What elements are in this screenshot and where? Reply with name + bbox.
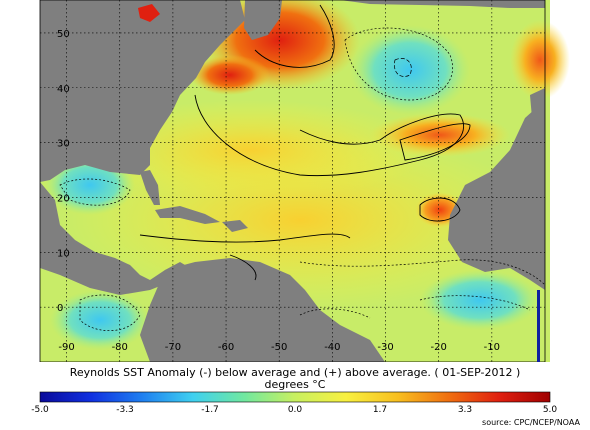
units-label: degrees °C [264, 378, 326, 391]
colorbar [39, 391, 551, 403]
lat-tick-label: 30 [57, 139, 70, 150]
lat-tick-label: 20 [57, 193, 70, 204]
dashed-contours [59, 27, 546, 332]
lon-tick-label: -30 [377, 342, 393, 353]
axis-labels: -90 -80 -70 -60 -50 -40 -30 -20 -10 0 10 20 30 40 50 [57, 29, 500, 353]
newfoundland [244, 0, 282, 40]
colorbar-tick-label: 5.0 [542, 405, 558, 415]
lon-tick-label: -70 [165, 342, 181, 353]
north-america [40, 0, 245, 182]
sst-anomaly-map: -90 -80 -70 -60 -50 -40 -30 -20 -10 0 10 20 30 40 50 [39, 0, 570, 362]
lat-tick-label: 0 [57, 303, 63, 314]
lat-tick-label: 40 [57, 84, 70, 95]
colorbar-tick-label: -5.0 [31, 405, 49, 415]
lon-tick-label: -20 [431, 342, 447, 353]
colorbar-tick-label: 3.3 [457, 405, 473, 415]
south-america [140, 258, 385, 362]
lon-tick-label: -60 [218, 342, 234, 353]
contour-lines [139, 4, 471, 281]
lon-tick-label: -80 [112, 342, 128, 353]
colorbar-labels: -5.0 -3.3 -1.7 0.0 1.7 3.3 5.0 [0, 405, 590, 419]
map-frame [39, 0, 546, 362]
source-credit: source: CPC/NCEP/NOAA [482, 418, 580, 427]
colorbar-tick-label: 0.0 [287, 405, 303, 415]
africa [448, 100, 545, 290]
colorbar-fill [39, 391, 551, 403]
lon-tick-label: -40 [324, 342, 340, 353]
central-america [40, 182, 190, 295]
florida [140, 170, 160, 205]
colorbar-tick-label: -1.7 [201, 405, 219, 415]
lat-tick-label: 50 [57, 29, 70, 40]
lat-tick-label: 10 [57, 248, 70, 259]
greenland [340, 0, 545, 8]
lon-tick-label: -10 [484, 342, 500, 353]
map-title: Reynolds SST Anomaly (-) below average a… [69, 366, 521, 379]
lon-tick-label: -50 [271, 342, 287, 353]
cuba [155, 206, 220, 224]
map-canvas: -90 -80 -70 -60 -50 -40 -30 -20 -10 0 10 20 30 40 50 [39, 0, 570, 362]
lon-tick-label: -90 [58, 342, 74, 353]
colorbar-tick-label: 1.7 [372, 405, 388, 415]
colorbar-tick-label: -3.3 [116, 405, 134, 415]
bermuda [138, 4, 160, 22]
iberia [530, 88, 545, 125]
land-masses [40, 0, 545, 362]
map-edge-bar [537, 290, 540, 362]
lat-lon-grid [40, 0, 545, 362]
hispaniola [222, 220, 248, 232]
